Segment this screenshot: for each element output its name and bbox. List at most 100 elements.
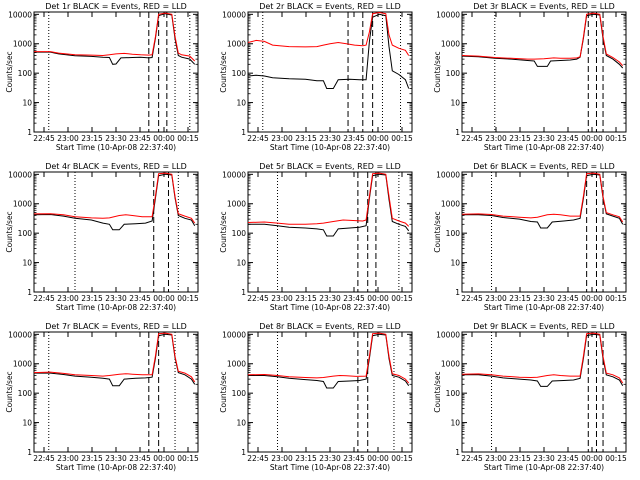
chart-panel-2: Det 2r BLACK = Events, RED = LLD 1 10 100 10… (219, 2, 413, 152)
lld-series-line (461, 172, 624, 223)
x-tick-label: 00:00 (581, 294, 603, 303)
chart-title: Det 9r BLACK = Events, RED = LLD (473, 322, 615, 331)
chart-title: Det 3r BLACK = Events, RED = LLD (473, 2, 615, 11)
x-tick-label: 00:15 (605, 454, 627, 463)
x-tick-label: 23:15 (81, 294, 103, 303)
x-tick-label: 00:15 (391, 294, 413, 303)
plot-frame (33, 331, 199, 453)
chart-title: Det 6r BLACK = Events, RED = LLD (473, 162, 615, 171)
x-tick-label: 23:45 (557, 134, 579, 143)
chart-panel-6: Det 6r BLACK = Events, RED = LLD 1 10 100 10… (433, 162, 627, 312)
y-tick-label: 10 (450, 99, 460, 108)
x-tick-label: 23:15 (509, 454, 531, 463)
x-tick-label: 23:15 (81, 134, 103, 143)
events-series-line (33, 173, 196, 231)
lld-series-line (247, 11, 410, 56)
events-series-line (247, 13, 410, 89)
y-tick-label: 1 (455, 288, 460, 297)
x-tick-label: 23:00 (57, 454, 79, 463)
y-tick-label: 10 (450, 259, 460, 268)
x-tick-label: 23:45 (129, 454, 151, 463)
y-tick-label: 10 (236, 259, 246, 268)
x-tick-label: 00:15 (177, 294, 199, 303)
y-tick-label: 1 (241, 128, 246, 137)
x-tick-label: 23:00 (485, 294, 507, 303)
y-tick-label: 100 (18, 229, 33, 238)
x-tick-label: 23:15 (509, 294, 531, 303)
x-tick-label: 23:00 (57, 134, 79, 143)
chart-title: Det 1r BLACK = Events, RED = LLD (45, 2, 187, 11)
y-tick-label: 10000 (436, 170, 460, 179)
x-tick-label: 00:15 (391, 454, 413, 463)
y-tick-label: 10000 (222, 330, 246, 339)
x-tick-label: 23:45 (343, 294, 365, 303)
x-tick-label: 23:45 (557, 294, 579, 303)
events-series-line (248, 173, 410, 237)
x-tick-label: 23:30 (105, 454, 127, 463)
x-tick-label: 22:45 (247, 134, 269, 143)
y-tick-label: 1000 (13, 200, 32, 209)
y-tick-label: 1000 (227, 40, 246, 49)
y-tick-label: 100 (446, 389, 461, 398)
y-axis-label: Counts/sec (433, 211, 442, 252)
x-tick-label: 23:30 (533, 294, 555, 303)
lld-series-line (247, 172, 410, 227)
y-tick-label: 1000 (441, 40, 460, 49)
events-series-line (462, 333, 624, 387)
x-tick-label: 23:45 (129, 294, 151, 303)
y-tick-label: 1 (241, 448, 246, 457)
y-axis-label: Counts/sec (5, 211, 14, 252)
x-tick-label: 23:45 (557, 454, 579, 463)
x-axis-label: Start Time (10-Apr-08 22:37:40) (270, 463, 390, 472)
y-tick-label: 1 (27, 128, 32, 137)
chart-panel-7: Det 7r BLACK = Events, RED = LLD 1 10 100 10… (5, 322, 199, 472)
x-tick-label: 23:45 (129, 134, 151, 143)
y-tick-label: 100 (232, 389, 247, 398)
plot-frame (33, 171, 199, 293)
y-tick-label: 1000 (227, 360, 246, 369)
chart-title: Det 4r BLACK = Events, RED = LLD (45, 162, 187, 171)
y-axis-label: Counts/sec (219, 211, 228, 252)
y-tick-label: 100 (232, 69, 247, 78)
x-tick-label: 23:30 (533, 134, 555, 143)
x-tick-label: 00:00 (367, 454, 389, 463)
x-axis-label: Start Time (10-Apr-08 22:37:40) (484, 143, 604, 152)
x-axis-label: Start Time (10-Apr-08 22:37:40) (270, 143, 390, 152)
y-tick-label: 1000 (13, 360, 32, 369)
chart-panel-9: Det 9r BLACK = Events, RED = LLD 1 10 100 10… (433, 322, 627, 472)
lld-series-line (33, 172, 196, 224)
plot-frame (461, 171, 627, 293)
x-tick-label: 22:45 (247, 454, 269, 463)
x-tick-label: 22:45 (461, 134, 483, 143)
chart-panel-5: Det 5r BLACK = Events, RED = LLD 1 10 100 10… (219, 162, 413, 312)
x-tick-label: 00:00 (581, 134, 603, 143)
y-tick-label: 1000 (441, 200, 460, 209)
x-tick-label: 23:30 (105, 294, 127, 303)
chart-title: Det 5r BLACK = Events, RED = LLD (259, 162, 401, 171)
x-tick-label: 23:30 (533, 454, 555, 463)
y-tick-label: 1000 (13, 40, 32, 49)
lld-series-line (34, 12, 196, 62)
y-tick-label: 1 (241, 288, 246, 297)
y-tick-label: 100 (18, 69, 33, 78)
x-tick-label: 23:15 (509, 134, 531, 143)
x-tick-label: 23:45 (343, 454, 365, 463)
y-tick-label: 10 (450, 419, 460, 428)
lld-series-line (33, 332, 196, 383)
x-tick-label: 23:00 (485, 134, 507, 143)
chart-panel-1: Det 1r BLACK = Events, RED = LLD 1 10 100 10… (5, 2, 199, 152)
x-tick-label: 23:30 (105, 134, 127, 143)
y-axis-label: Counts/sec (219, 371, 228, 412)
y-tick-label: 100 (446, 229, 461, 238)
x-axis-label: Start Time (10-Apr-08 22:37:40) (56, 143, 176, 152)
x-axis-label: Start Time (10-Apr-08 22:37:40) (56, 303, 176, 312)
events-series-line (248, 333, 410, 389)
y-axis-label: Counts/sec (5, 51, 14, 92)
lld-series-line (461, 12, 624, 67)
x-tick-label: 23:45 (343, 134, 365, 143)
y-tick-label: 10000 (8, 330, 32, 339)
x-tick-label: 23:30 (319, 454, 341, 463)
x-tick-label: 23:15 (295, 454, 317, 463)
x-tick-label: 23:15 (295, 294, 317, 303)
